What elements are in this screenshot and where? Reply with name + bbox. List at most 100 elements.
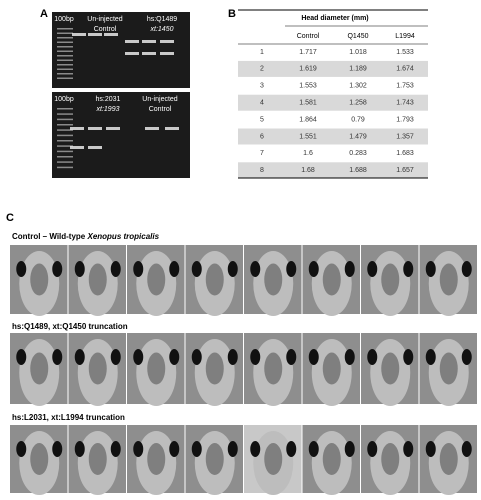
gel-band (57, 118, 73, 121)
gel-band (57, 161, 73, 163)
tadpole-eye (286, 261, 297, 277)
tadpole-eye (191, 349, 202, 365)
gel-band (57, 150, 73, 153)
tadpole-eye (425, 441, 436, 457)
table-cell: 1.657 (396, 167, 414, 174)
tadpole-eye (425, 261, 436, 277)
tadpole-eye (286, 441, 297, 457)
table-cell: 2 (260, 66, 264, 73)
gel-band (57, 166, 73, 169)
table-cell: 1.688 (349, 167, 367, 174)
section-title: hs:Q1489, xt:Q1450 truncation (12, 322, 128, 331)
tadpole-pigment (381, 263, 400, 296)
table-cell: 1.743 (396, 100, 414, 107)
table-cell: 1.357 (396, 133, 414, 140)
gel-label: hs:2031 (96, 96, 121, 103)
table-cell: 1.717 (299, 49, 317, 56)
table-cell: 1.864 (299, 116, 317, 123)
tadpole-eye (250, 349, 261, 365)
tadpole-eye (74, 261, 85, 277)
tadpole-eye (16, 349, 27, 365)
tadpole-pigment (264, 443, 283, 475)
table-cell: 1.302 (349, 83, 367, 90)
gel-band (145, 127, 159, 130)
table-cell: 1.479 (349, 133, 367, 140)
tadpole-eye (110, 261, 121, 277)
tadpole-pigment (88, 263, 107, 296)
gel-band (57, 77, 73, 79)
tadpole-eye (308, 441, 319, 457)
tadpole-pigment (381, 352, 400, 385)
tadpole-eye (191, 441, 202, 457)
tadpole-eye (461, 441, 472, 457)
gel-band (57, 28, 73, 30)
tadpole-eye (133, 349, 144, 365)
table-cell: 1.619 (299, 66, 317, 73)
tadpole-eye (461, 349, 472, 365)
column-header: Control (297, 33, 320, 40)
gel-band (57, 37, 73, 39)
section-title-part: Xenopus tropicalis (86, 232, 159, 241)
gel-label: hs:Q1489 (147, 16, 177, 23)
tadpole-eye (16, 441, 27, 457)
tadpole-eye (250, 261, 261, 277)
table-cell: 1.793 (396, 116, 414, 123)
gel-band (88, 146, 102, 149)
gel-band (57, 73, 73, 75)
tadpole-eye (286, 349, 297, 365)
tadpole-eye (74, 441, 85, 457)
tadpole-pigment (147, 263, 166, 296)
gel-band (57, 156, 73, 158)
table-cell: 1.533 (396, 49, 414, 56)
table-cell: 7 (260, 150, 264, 157)
tadpole-pigment (439, 352, 458, 385)
table-cell: 1 (260, 49, 264, 56)
table-cell: 1.683 (396, 150, 414, 157)
tadpole-eye (403, 441, 414, 457)
gel-band (125, 52, 139, 55)
tadpole-eye (74, 349, 85, 365)
gel-band (57, 64, 73, 66)
gel-band (57, 113, 73, 115)
gel-image (52, 12, 190, 88)
table-cell: 6 (260, 133, 264, 140)
gel-label: xt:1993 (96, 106, 120, 113)
table-cell: 1.753 (396, 83, 414, 90)
table-cell: 1.189 (349, 66, 367, 73)
tadpole-eye (308, 261, 319, 277)
row-shade (238, 162, 428, 179)
gel-band (160, 40, 174, 43)
gel-band (57, 108, 73, 110)
gel-band (57, 55, 73, 57)
table-cell: 1.581 (299, 100, 317, 107)
table-cell: 1.551 (299, 133, 317, 140)
gel-band (57, 140, 73, 142)
tadpole-pigment (88, 352, 107, 385)
gel-band (57, 59, 73, 61)
tadpole-pigment (205, 352, 224, 385)
tadpole-pigment (88, 443, 107, 475)
tadpole-eye (344, 261, 355, 277)
tadpole-eye (461, 261, 472, 277)
tadpole-pigment (147, 443, 166, 475)
tadpole-pigment (205, 263, 224, 296)
table-cell: 0.79 (351, 116, 365, 123)
tadpole-eye (52, 261, 63, 277)
tadpole-eye (367, 261, 378, 277)
tadpole-eye (227, 349, 238, 365)
panel-label: A (40, 8, 48, 20)
gel-band (57, 32, 73, 34)
gel-label: 100bp (54, 96, 74, 103)
tadpole-pigment (30, 263, 49, 296)
table-cell: 1.018 (349, 49, 367, 56)
tadpole-eye (227, 441, 238, 457)
gel-image (52, 92, 190, 178)
table-cell: 1.68 (301, 167, 315, 174)
tadpole-eye (344, 349, 355, 365)
gel-band (57, 134, 73, 137)
tadpole-eye (367, 349, 378, 365)
gel-band (142, 52, 156, 55)
section-title: Control – Wild-type Xenopus tropicalis (12, 232, 160, 241)
table-cell: 8 (260, 167, 264, 174)
